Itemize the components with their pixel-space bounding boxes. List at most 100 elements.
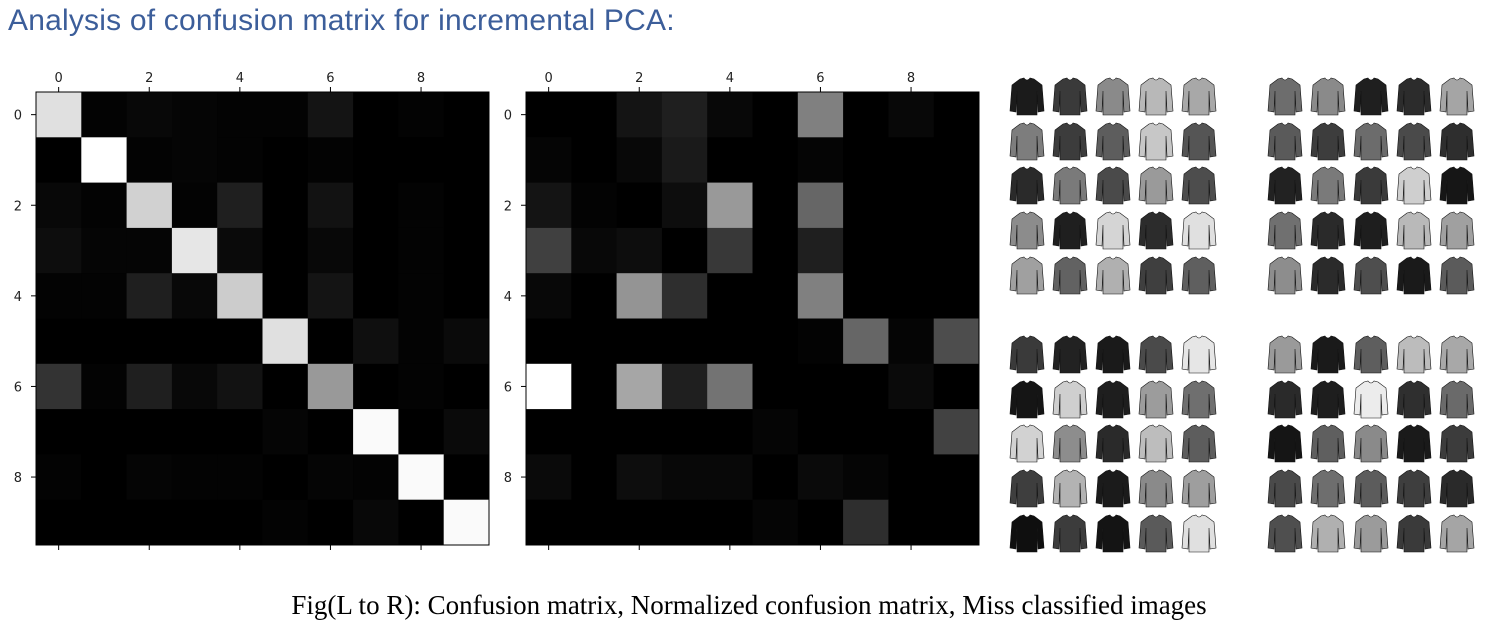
heatmap-cell-r9-c6: [797, 499, 844, 546]
misclassified-image-thumbnail: [1136, 334, 1175, 375]
heatmap-cell-r3-c6: [797, 227, 844, 274]
misclassified-image-thumbnail: [1179, 166, 1218, 207]
heatmap-cell-r8-c6: [307, 454, 354, 501]
misclassified-image-thumbnail: [1051, 334, 1090, 375]
misclassified-image-thumbnail: [1094, 76, 1133, 117]
misclassified-image-thumbnail: [1179, 513, 1218, 554]
heatmap-cell-r4-c9: [933, 273, 980, 319]
heatmap-cell-r1-c1: [571, 137, 618, 184]
heatmap-cell-r4-c5: [752, 273, 799, 319]
heatmap-cell-r0-c9: [443, 92, 490, 138]
x-tick-label: 6: [326, 71, 334, 86]
heatmap-cell-r6-c4: [707, 363, 753, 410]
misclassified-image-thumbnail: [1008, 424, 1047, 465]
misclassified-image-thumbnail: [1352, 424, 1391, 465]
heatmap-cell-r7-c2: [126, 409, 173, 455]
heatmap-cell-r8-c1: [571, 454, 618, 501]
misclassified-image-thumbnail: [1094, 166, 1133, 207]
heatmap-cell-r7-c4: [217, 409, 263, 455]
heatmap-cell-r7-c5: [262, 409, 309, 455]
misclassified-image-thumbnail: [1051, 76, 1090, 117]
page-title: Analysis of confusion matrix for increme…: [8, 4, 675, 37]
heatmap-cell-r9-c0: [526, 499, 572, 546]
misclassified-image-thumbnail: [1008, 210, 1047, 251]
misclassified-image-thumbnail: [1437, 76, 1476, 117]
x-tick-label: 4: [726, 71, 734, 86]
misclassified-image-thumbnail: [1266, 121, 1305, 162]
y-tick-label: 8: [14, 471, 22, 486]
misclassified-image-thumbnail: [1136, 210, 1175, 251]
heatmap-cell-r6-c4: [217, 363, 263, 410]
misclassified-image-thumbnail: [1437, 210, 1476, 251]
heatmap-cell-r7-c6: [307, 409, 354, 455]
misclassified-image-thumbnail: [1352, 255, 1391, 296]
heatmap-cell-r2-c2: [616, 182, 663, 229]
heatmap-cell-r6-c6: [307, 363, 354, 410]
misclassified-image-thumbnail: [1394, 166, 1433, 207]
y-tick-label: 0: [14, 109, 22, 124]
heatmap-cell-r4-c9: [443, 273, 490, 319]
misclassified-image-thumbnail: [1051, 513, 1090, 554]
heatmap-cell-r7-c3: [661, 409, 708, 455]
heatmap-cell-r9-c9: [443, 499, 490, 546]
misclassified-image-thumbnail: [1136, 379, 1175, 420]
heatmap-cell-r6-c0: [36, 363, 82, 410]
misclassified-image-thumbnail: [1094, 379, 1133, 420]
heatmap-cell-r3-c7: [843, 227, 889, 274]
heatmap-cell-r8-c9: [443, 454, 490, 501]
heatmap-cell-r2-c6: [307, 182, 354, 229]
misclassified-image-thumbnail: [1437, 424, 1476, 465]
misclassified-image-thumbnail: [1094, 210, 1133, 251]
heatmap-cell-r6-c1: [571, 363, 618, 410]
misclassified-image-thumbnail: [1051, 121, 1090, 162]
heatmap-cell-r6-c9: [933, 363, 980, 410]
x-tick-label: 8: [417, 71, 425, 86]
heatmap-cell-r8-c2: [126, 454, 173, 501]
heatmap-cell-r9-c1: [81, 499, 128, 546]
misclassified-image-thumbnail: [1266, 166, 1305, 207]
misclassified-image-thumbnail: [1094, 334, 1133, 375]
misclassified-images-panel-bottom-left: [1008, 334, 1218, 554]
heatmap-cell-r3-c0: [526, 227, 572, 274]
heatmap-cell-r2-c6: [797, 182, 844, 229]
heatmap-cell-r8-c9: [933, 454, 980, 501]
heatmap-cell-r8-c5: [262, 454, 309, 501]
heatmap-cell-r5-c4: [217, 318, 263, 365]
heatmap-cell-r6-c5: [262, 363, 309, 410]
heatmap-cell-r1-c1: [81, 137, 128, 184]
misclassified-image-thumbnail: [1437, 468, 1476, 509]
heatmap-cell-r3-c0: [36, 227, 82, 274]
heatmap-cell-r3-c3: [171, 227, 218, 274]
misclassified-image-thumbnail: [1309, 121, 1348, 162]
misclassified-image-thumbnail: [1136, 255, 1175, 296]
misclassified-image-thumbnail: [1309, 255, 1348, 296]
misclassified-image-thumbnail: [1008, 513, 1047, 554]
heatmap-cell-r1-c8: [888, 137, 935, 184]
heatmap-cell-r6-c1: [81, 363, 128, 410]
heatmap-cell-r2-c9: [933, 182, 980, 229]
misclassified-image-thumbnail: [1179, 424, 1218, 465]
heatmap-cell-r2-c3: [171, 182, 218, 229]
misclassified-image-thumbnail: [1008, 121, 1047, 162]
misclassified-image-thumbnail: [1394, 513, 1433, 554]
x-tick-label: 0: [545, 71, 553, 86]
heatmap-cell-r6-c3: [661, 363, 708, 410]
heatmap-cell-r2-c5: [262, 182, 309, 229]
misclassified-image-thumbnail: [1179, 334, 1218, 375]
misclassified-image-thumbnail: [1394, 379, 1433, 420]
heatmap-cell-r4-c7: [843, 273, 889, 319]
heatmap-cell-r9-c7: [353, 499, 399, 546]
heatmap-cell-r6-c5: [752, 363, 799, 410]
heatmap-cell-r1-c7: [353, 137, 399, 184]
misclassified-image-thumbnail: [1179, 468, 1218, 509]
misclassified-image-thumbnail: [1008, 166, 1047, 207]
heatmap-cell-r8-c2: [616, 454, 663, 501]
heatmap-cell-r4-c5: [262, 273, 309, 319]
misclassified-image-thumbnail: [1309, 334, 1348, 375]
misclassified-image-thumbnail: [1394, 334, 1433, 375]
heatmap-cell-r3-c4: [707, 227, 753, 274]
misclassified-image-thumbnail: [1394, 210, 1433, 251]
heatmap-cell-r4-c4: [707, 273, 753, 319]
heatmap-cell-r3-c2: [126, 227, 173, 274]
misclassified-image-thumbnail: [1352, 379, 1391, 420]
